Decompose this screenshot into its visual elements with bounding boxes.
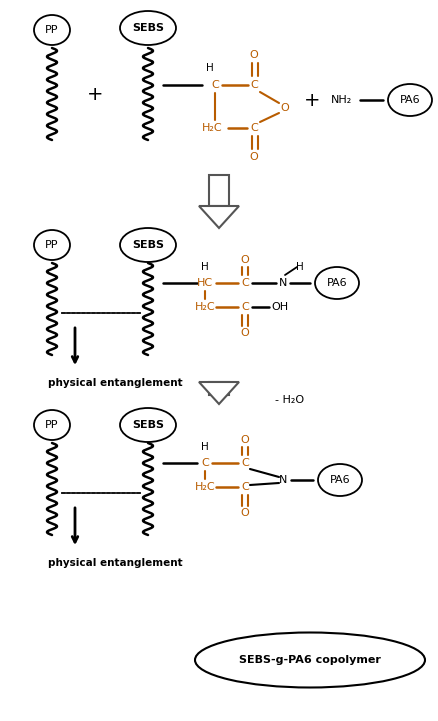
Text: PP: PP (45, 420, 59, 430)
Text: PA6: PA6 (327, 278, 347, 288)
Text: N: N (279, 475, 287, 485)
Text: O: O (240, 508, 249, 518)
Text: C: C (241, 482, 249, 492)
Text: O: O (240, 435, 249, 445)
Text: C: C (241, 458, 249, 468)
Text: SEBS-g-PA6 copolymer: SEBS-g-PA6 copolymer (239, 655, 381, 665)
Text: C: C (201, 458, 209, 468)
Text: O: O (281, 103, 290, 113)
Text: SEBS: SEBS (132, 420, 164, 430)
Text: +: + (304, 91, 320, 110)
Text: PA6: PA6 (400, 95, 420, 105)
Text: physical entanglement: physical entanglement (48, 378, 182, 388)
Text: SEBS: SEBS (132, 240, 164, 250)
Text: O: O (240, 255, 249, 265)
Text: O: O (240, 328, 249, 338)
Text: C: C (250, 80, 258, 90)
Text: O: O (250, 152, 258, 162)
Text: PA6: PA6 (330, 475, 350, 485)
Text: C: C (241, 302, 249, 312)
Text: H: H (206, 63, 214, 73)
Text: - H₂O: - H₂O (276, 395, 304, 405)
Text: HC: HC (197, 278, 213, 288)
Text: C: C (241, 278, 249, 288)
Text: PP: PP (45, 240, 59, 250)
Text: N: N (279, 278, 287, 288)
Text: +: + (87, 86, 103, 105)
Text: H: H (201, 442, 209, 452)
Text: H: H (201, 262, 209, 272)
Polygon shape (199, 206, 239, 228)
Text: C: C (250, 123, 258, 133)
Text: O: O (250, 50, 258, 60)
Text: OH: OH (272, 302, 289, 312)
Text: SEBS: SEBS (132, 23, 164, 33)
Bar (209, 175, 229, 206)
Text: H₂C: H₂C (194, 302, 215, 312)
Text: NH₂: NH₂ (332, 95, 353, 105)
Text: H: H (296, 262, 304, 272)
Text: H₂C: H₂C (201, 123, 223, 133)
Text: PP: PP (45, 25, 59, 35)
Polygon shape (199, 382, 239, 404)
Text: physical entanglement: physical entanglement (48, 558, 182, 568)
Text: H₂C: H₂C (194, 482, 215, 492)
Text: C: C (211, 80, 219, 90)
Bar (209, 382, 229, 395)
